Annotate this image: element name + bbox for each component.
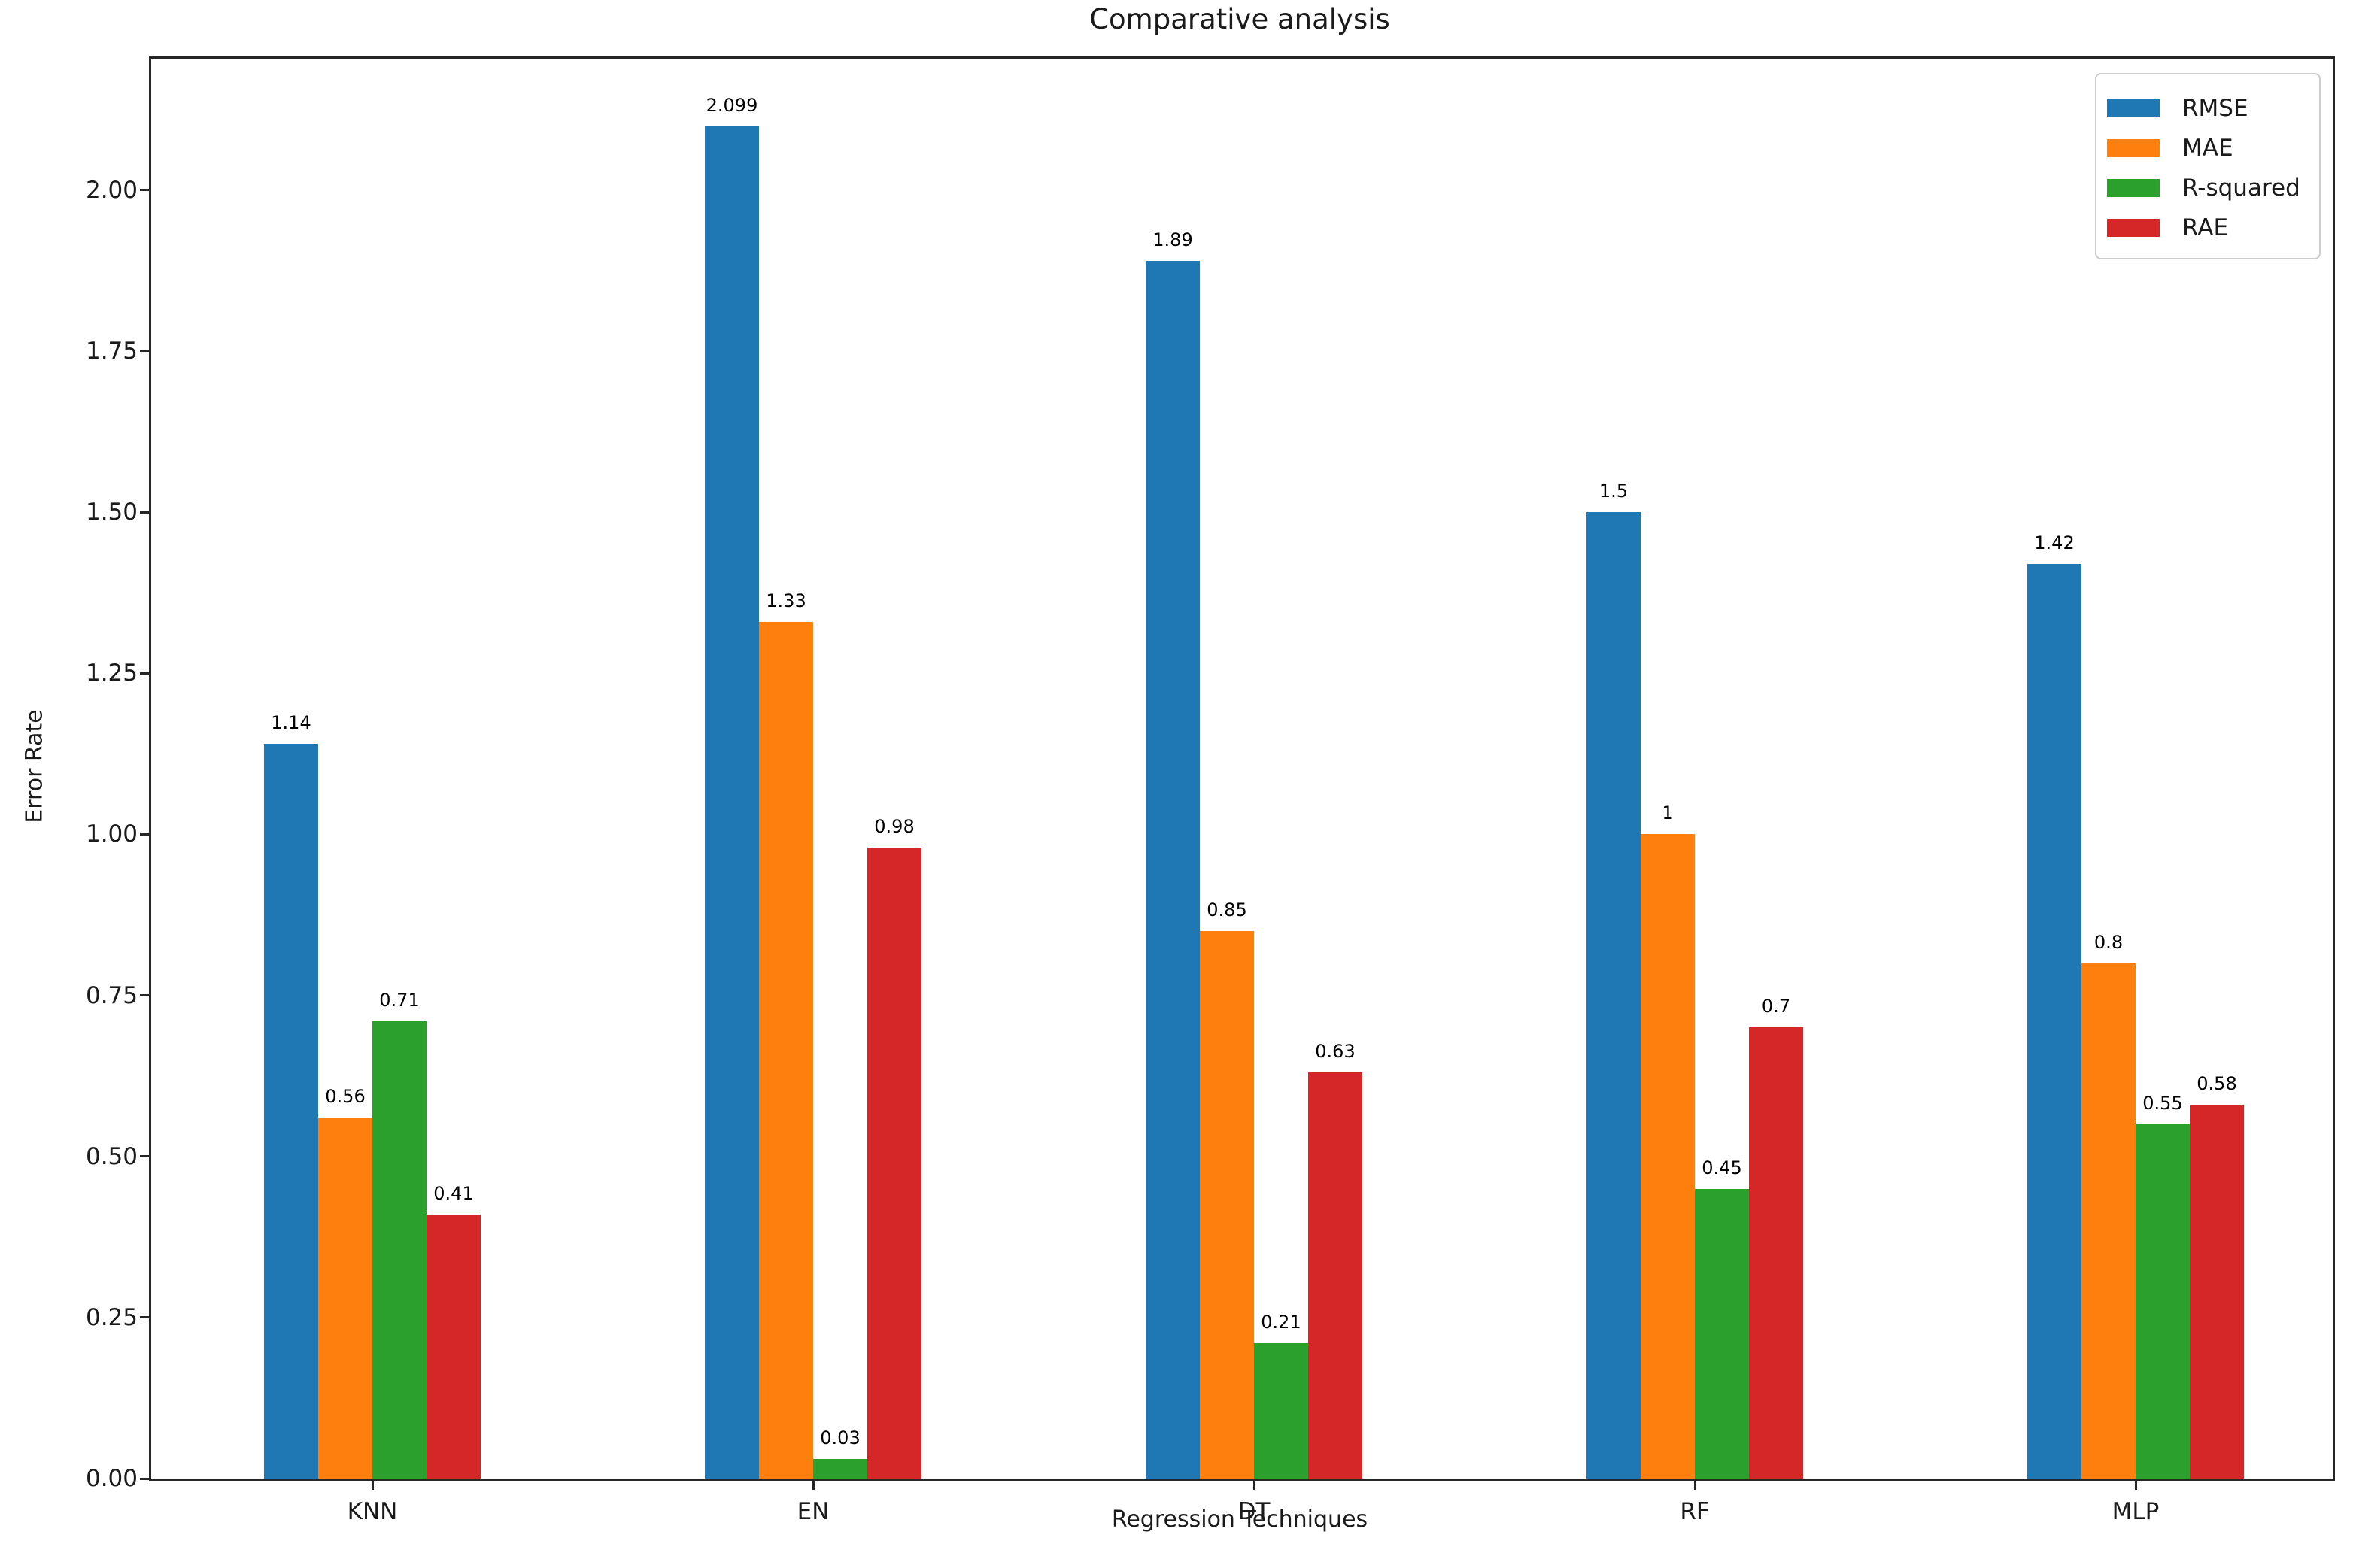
legend-swatch-icon (2107, 178, 2160, 197)
chart-title: Comparative analysis (1089, 3, 1390, 35)
bar-RF-MAE (1641, 834, 1695, 1479)
y-tick (140, 511, 149, 514)
x-tick (2134, 1481, 2137, 1490)
x-tick-label: EN (797, 1498, 830, 1525)
bar-value-label: 0.7 (1761, 996, 1791, 1017)
bar-value-label: 1.14 (271, 712, 311, 733)
bar-value-label: 0.41 (433, 1183, 474, 1204)
legend-label: RMSE (2182, 94, 2248, 122)
x-axis-label: Regression Techniques (1111, 1506, 1368, 1533)
bar-value-label: 1.42 (2034, 532, 2075, 554)
bar-value-label: 0.8 (2093, 932, 2124, 953)
y-tick-label: 1.50 (85, 499, 138, 526)
bar-value-label: 0.58 (2197, 1073, 2237, 1094)
y-tick (140, 1155, 149, 1158)
bar-MLP-MAE (2081, 963, 2136, 1479)
x-tick-label: DT (1237, 1498, 1271, 1525)
bar-DT-R-squared (1254, 1343, 1308, 1479)
bar-value-label: 1.33 (766, 590, 806, 611)
bar-RF-R-squared (1695, 1189, 1749, 1479)
y-tick (140, 672, 149, 675)
bar-value-label: 1.5 (1598, 481, 1629, 502)
bar-KNN-MAE (318, 1118, 372, 1479)
y-axis-label: Error Rate (21, 709, 48, 823)
x-tick-label: RF (1680, 1498, 1710, 1525)
x-tick (1252, 1481, 1255, 1490)
legend-row-MAE: MAE (2096, 128, 2319, 168)
legend-row-R-squared: R-squared (2096, 168, 2319, 208)
bar-value-label: 0.71 (379, 990, 420, 1011)
bar-value-label: 1 (1662, 802, 1674, 823)
y-tick-label: 1.25 (85, 660, 138, 687)
legend: RMSE MAE R-squared RAE (2095, 73, 2321, 259)
legend-row-RMSE: RMSE (2096, 88, 2319, 128)
y-tick (140, 833, 149, 836)
y-tick-label: 0.25 (85, 1303, 138, 1331)
bar-value-label: 0.45 (1702, 1157, 1742, 1178)
bar-EN-R-squared (813, 1459, 867, 1479)
bar-value-label: 0.55 (2142, 1093, 2183, 1114)
bar-value-label: 1.89 (1152, 229, 1193, 250)
legend-row-RAE: RAE (2096, 208, 2319, 247)
bar-value-label: 0.98 (874, 816, 915, 837)
bar-value-label: 0.03 (820, 1427, 861, 1448)
bar-value-label: 0.21 (1261, 1312, 1301, 1333)
bar-MLP-RMSE (2027, 564, 2081, 1479)
bar-MLP-R-squared (2136, 1124, 2190, 1479)
bar-DT-RMSE (1146, 261, 1200, 1479)
x-tick-label: MLP (2112, 1498, 2160, 1525)
x-tick (371, 1481, 374, 1490)
y-tick (140, 350, 149, 353)
bar-value-label: 0.63 (1315, 1041, 1356, 1062)
y-tick (140, 1316, 149, 1319)
bar-EN-MAE (759, 622, 813, 1479)
bar-EN-RAE (867, 848, 921, 1479)
y-tick-label: 0.50 (85, 1142, 138, 1170)
y-tick-label: 2.00 (85, 176, 138, 204)
bar-MLP-RAE (2190, 1105, 2244, 1479)
legend-label: R-squared (2182, 174, 2300, 202)
x-tick-label: KNN (347, 1498, 398, 1525)
y-tick (140, 189, 149, 192)
bar-RF-RMSE (1586, 512, 1641, 1479)
legend-swatch-icon (2107, 138, 2160, 157)
bar-value-label: 2.099 (706, 95, 758, 116)
legend-swatch-icon (2107, 218, 2160, 237)
bar-EN-RMSE (705, 126, 759, 1479)
bar-DT-MAE (1200, 931, 1254, 1479)
bar-DT-RAE (1308, 1072, 1362, 1479)
y-tick-label: 1.75 (85, 337, 138, 365)
x-tick (1693, 1481, 1696, 1490)
y-tick (140, 994, 149, 997)
plot-area: RMSE MAE R-squared RAE 0.00 0.25 0.50 0.75 1.00… (86, 56, 2335, 1525)
bar-value-label: 0.85 (1207, 899, 1247, 920)
legend-swatch-icon (2107, 99, 2160, 117)
x-tick (812, 1481, 815, 1490)
y-tick-label: 1.00 (85, 820, 138, 848)
bar-RF-RAE (1749, 1027, 1803, 1479)
y-tick-label: 0.75 (85, 981, 138, 1009)
legend-label: MAE (2182, 134, 2233, 162)
legend-label: RAE (2182, 214, 2229, 241)
y-tick-label: 0.00 (85, 1465, 138, 1492)
bar-KNN-R-squared (372, 1021, 427, 1479)
bar-KNN-RAE (427, 1215, 481, 1479)
bar-KNN-RMSE (264, 744, 318, 1479)
bar-value-label: 0.56 (325, 1086, 366, 1107)
y-tick (140, 1477, 149, 1480)
